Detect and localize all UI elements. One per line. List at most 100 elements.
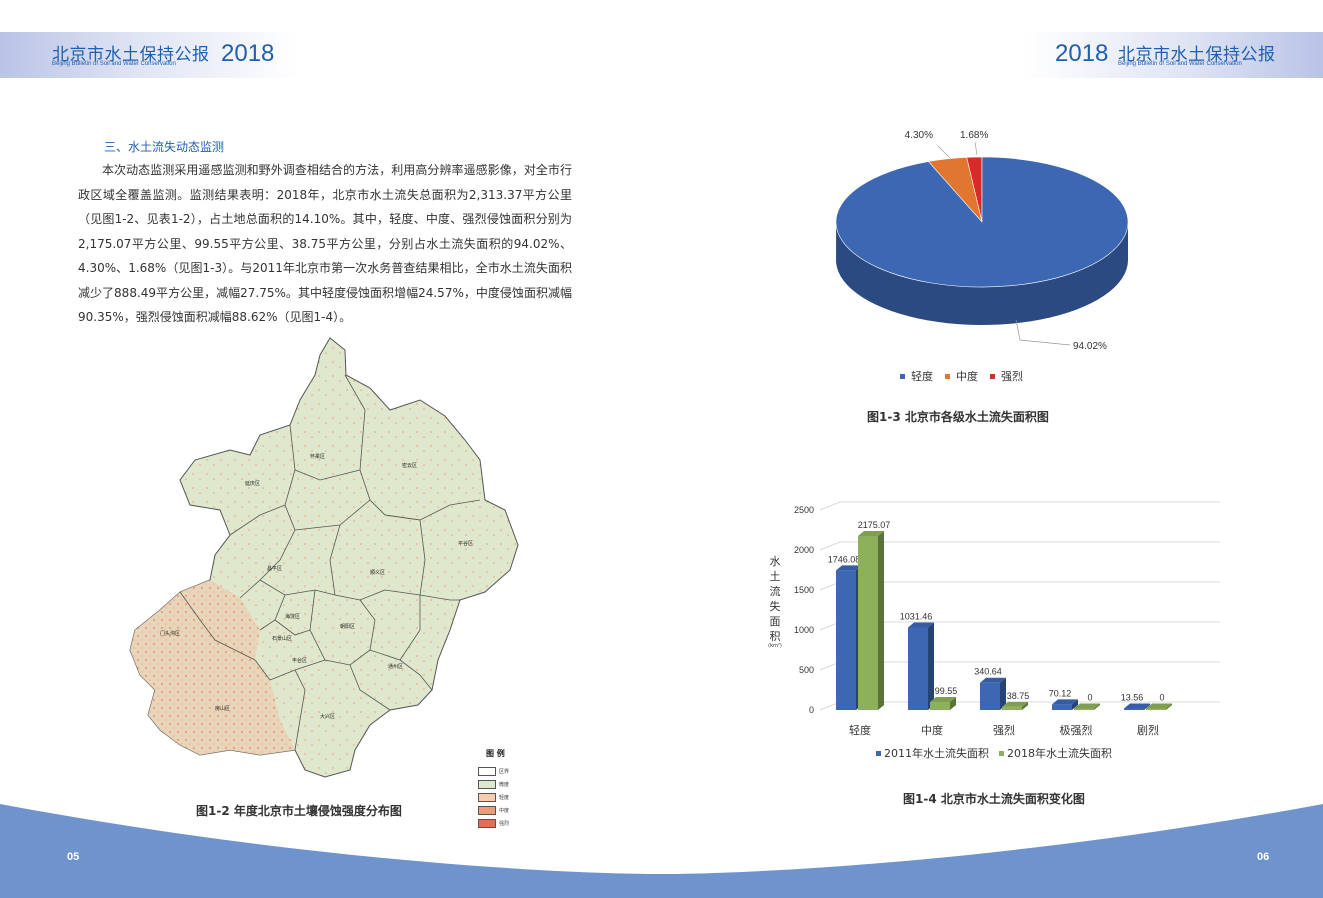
bar-side: [1094, 703, 1100, 710]
district-mentougou: 门头沟区: [160, 630, 180, 637]
pie-data-label: 94.02%: [1073, 341, 1107, 352]
bar-side: [1166, 703, 1172, 710]
y-tick-label: 2000: [794, 545, 814, 555]
bar-中度-2018: [930, 702, 950, 710]
pie-slice-side: [836, 222, 1128, 325]
district-miyun: 密云区: [402, 462, 417, 469]
map-legend-title: 图 例: [486, 749, 505, 758]
bar-legend-item: 2018年水土流失面积: [999, 745, 1112, 761]
x-tick-label: 极强烈: [1060, 723, 1093, 737]
map-legend-item: 微度: [478, 778, 538, 791]
y-axis-label-char: 土: [770, 570, 781, 583]
bar-轻度-2018: [858, 535, 878, 710]
bar-强烈-2011: [980, 682, 1000, 710]
pie-leader-line: [974, 141, 978, 156]
bar-value-label: 70.12: [1049, 688, 1072, 698]
header-right-year: 2018: [1055, 40, 1109, 67]
map-legend: 图 例 区界 微度 轻度 中度 强烈: [478, 748, 538, 830]
bar-中度-2011: [908, 627, 928, 710]
pie-leader-line: [1015, 319, 1071, 346]
bar-top: [858, 530, 884, 536]
y-tick-label: 2500: [794, 505, 814, 515]
pie-legend-item: 强烈: [990, 368, 1023, 384]
bar-top: [1124, 703, 1150, 709]
legend-swatch: [999, 750, 1004, 756]
pie-legend-item: 轻度: [900, 368, 933, 384]
district-fangshan: 房山区: [215, 705, 230, 712]
erosion-map: 怀柔区 密云区 延庆区 平谷区 昌平区 顺义区 门头沟区 海淀区 朝阳区 石景山…: [120, 330, 530, 830]
map-legend-item: 中度: [478, 804, 538, 817]
bar-top: [836, 565, 862, 571]
y-tick-label: 1500: [794, 585, 814, 595]
bar-side: [1000, 677, 1006, 710]
y-tick-label: 0: [809, 705, 814, 715]
district-changping: 昌平区: [267, 566, 282, 572]
bar-chart: 0 500 1000 1500 2000 2500 水土流失面积 (km²) 1746.08 21…: [760, 490, 1230, 740]
bar-top: [980, 677, 1006, 683]
bar-value-label: 2175.07: [858, 520, 891, 530]
header-left-subtitle: Beijing Bulletin of Soil and Water Conse…: [52, 61, 176, 67]
x-tick-label: 中度: [921, 723, 943, 737]
legend-swatch: [990, 373, 995, 379]
y-axis-unit: (km²): [768, 643, 782, 649]
pie-slice-轻度: [835, 156, 1129, 288]
header-right-subtitle: Beijing Bulletin of Soil and Water Conse…: [1118, 61, 1242, 67]
bar-side: [1072, 699, 1078, 710]
bar-value-label: 13.56: [1121, 693, 1144, 703]
bar-side: [928, 622, 934, 710]
legend-swatch: [900, 373, 905, 379]
district-chaoyang: 朝阳区: [340, 623, 355, 630]
bar-caption: 图1-4 北京市水土流失面积变化图: [903, 792, 1085, 806]
district-fengtai: 丰台区: [292, 657, 307, 664]
pie-caption: 图1-3 北京市各级水土流失面积图: [867, 410, 1049, 424]
bar-value-label: 1746.08: [828, 554, 861, 564]
footer-wave: [0, 804, 1323, 898]
bar-side: [1022, 701, 1028, 710]
bar-side: [1144, 703, 1150, 710]
district-pinggu: 平谷区: [458, 540, 473, 547]
bar-top: [1074, 703, 1100, 709]
y-axis-label-char: 水: [770, 555, 781, 568]
bar-剧烈-2011: [1124, 708, 1144, 710]
bar-value-label: 0: [1087, 693, 1092, 703]
map-legend-item: 区界: [478, 765, 538, 778]
gridline: [819, 541, 1220, 551]
page-number-left: 05: [67, 851, 80, 863]
bar-value-label: 340.64: [974, 667, 1002, 677]
pie-data-label: 4.30%: [905, 130, 933, 141]
pie-legend-item: 中度: [945, 368, 978, 384]
y-axis-label-char: 失: [770, 600, 781, 613]
bar-top: [930, 697, 956, 703]
bar-value-label: 0: [1159, 693, 1164, 703]
legend-swatch: [876, 750, 881, 756]
header-left-year: 2018: [221, 40, 275, 67]
bar-side: [950, 697, 956, 710]
bar-极强烈-2018: [1074, 708, 1094, 710]
bar-剧烈-2018: [1146, 708, 1166, 710]
bar-legend-item: 2011年水土流失面积: [876, 745, 989, 761]
y-axis-label-char: 流: [770, 584, 781, 598]
x-tick-label: 强烈: [993, 723, 1015, 737]
pie-data-label: 1.68%: [960, 130, 988, 141]
district-shijingshan: 石景山区: [272, 635, 292, 642]
map-legend-item: 轻度: [478, 791, 538, 804]
district-tongzhou: 通州区: [388, 663, 403, 670]
header-right-title: 北京市水土保持公报: [1118, 45, 1276, 65]
district-daxing: 大兴区: [320, 713, 335, 720]
header-left-band: [0, 32, 300, 78]
district-haidian: 海淀区: [285, 613, 300, 620]
pie-leader-line: [937, 145, 951, 159]
x-tick-label: 轻度: [849, 723, 871, 737]
header-right-band: [1023, 32, 1323, 78]
bar-value-label: 99.55: [935, 686, 958, 696]
bar-value-label: 1031.46: [900, 611, 933, 621]
section-paragraph: 本次动态监测采用遥感监测和野外调查相结合的方法，利用高分辨率遥感影像，对全市行政…: [78, 163, 572, 324]
y-tick-label: 500: [799, 665, 814, 675]
x-tick-label: 剧烈: [1137, 723, 1159, 737]
y-tick-label: 1000: [794, 625, 814, 635]
bar-强烈-2018: [1002, 706, 1022, 710]
y-axis-label-char: 积: [770, 630, 781, 643]
bar-top: [908, 622, 934, 628]
pie-chart: 94.02% 4.30% 1.68%: [820, 120, 1140, 360]
district-shunyi: 顺义区: [370, 570, 385, 576]
